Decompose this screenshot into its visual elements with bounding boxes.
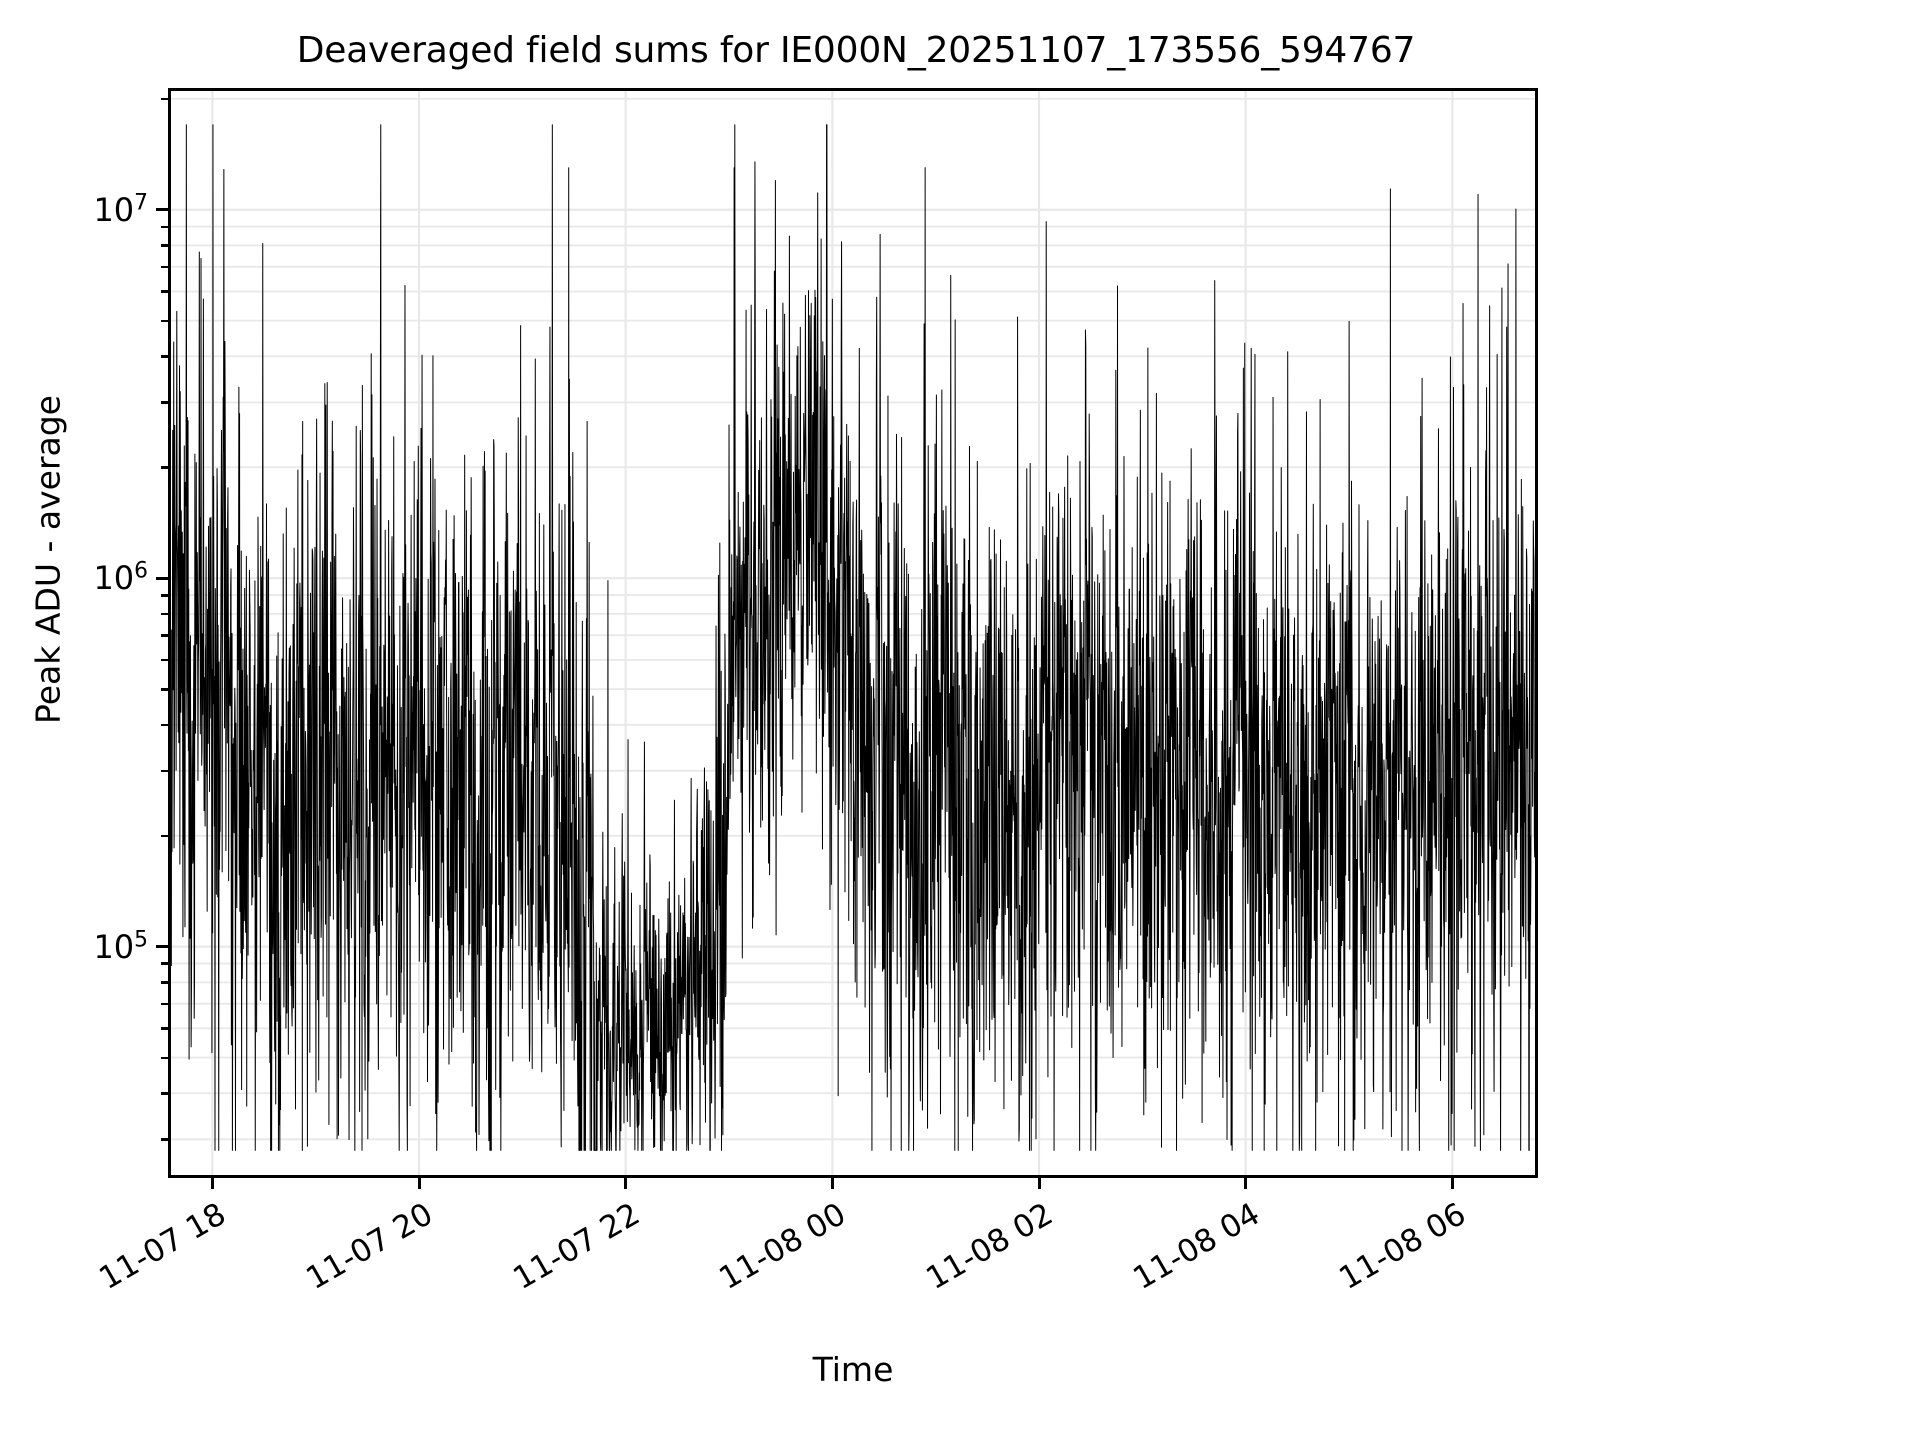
y-tick-mark-major <box>156 576 169 580</box>
y-tick-mark-minor <box>161 658 169 662</box>
x-tick-label: 11-07 20 <box>300 1196 439 1297</box>
y-tick-mark-minor <box>161 265 169 269</box>
y-tick-mark-minor <box>161 688 169 691</box>
y-tick-mark-minor <box>161 981 169 984</box>
x-tick-mark <box>624 1176 628 1189</box>
x-tick-label: 11-07 22 <box>506 1196 646 1297</box>
chart-title: Deaveraged field sums for IE000N_2025110… <box>296 30 1416 71</box>
y-tick-mark-minor <box>161 612 169 616</box>
x-tick-label: 11-08 06 <box>1333 1196 1473 1297</box>
y-tick-mark-minor <box>161 401 169 404</box>
y-tick-mark-minor <box>161 290 169 293</box>
y-tick-mark-minor <box>161 225 169 229</box>
y-tick-mark-minor <box>161 244 169 247</box>
y-tick-mark-minor <box>161 962 169 965</box>
y-tick-mark-minor <box>161 319 169 323</box>
x-tick-mark <box>417 1176 421 1189</box>
plot-axes <box>168 88 1538 1178</box>
y-tick-mark-minor <box>161 634 169 637</box>
x-tick-label: 11-08 02 <box>920 1196 1059 1297</box>
x-tick-mark <box>1450 1176 1454 1189</box>
x-tick-mark <box>1037 1176 1041 1189</box>
y-axis-title: Peak ADU - average <box>28 395 68 724</box>
series-line <box>171 124 1535 1151</box>
x-tick-mark <box>830 1176 834 1189</box>
y-tick-mark-minor <box>161 1138 169 1141</box>
y-tick-mark-major <box>156 945 169 949</box>
y-tick-mark-minor <box>161 1027 169 1030</box>
y-tick-mark-minor <box>161 594 169 597</box>
y-tick-mark-minor <box>161 834 169 838</box>
y-tick-label: 107 <box>93 190 148 229</box>
y-tick-mark-minor <box>161 97 169 101</box>
y-tick-mark-minor <box>161 466 169 469</box>
x-tick-mark <box>210 1176 214 1189</box>
y-tick-mark-minor <box>161 355 169 358</box>
x-tick-label: 11-07 18 <box>93 1196 233 1297</box>
y-tick-mark-minor <box>161 1002 169 1006</box>
y-tick-mark-minor <box>161 1056 169 1060</box>
y-tick-mark-minor <box>161 1092 169 1095</box>
x-tick-mark <box>1244 1176 1248 1189</box>
y-tick-mark-major <box>156 208 169 212</box>
y-tick-mark-minor <box>161 769 169 773</box>
x-tick-label: 11-08 00 <box>713 1196 853 1297</box>
plot-canvas <box>171 91 1535 1175</box>
y-tick-mark-minor <box>161 723 169 727</box>
x-tick-label: 11-08 04 <box>1126 1196 1266 1297</box>
x-axis-title: Time <box>812 1350 894 1389</box>
y-tick-label: 106 <box>93 558 148 598</box>
y-tick-label: 105 <box>93 926 148 966</box>
